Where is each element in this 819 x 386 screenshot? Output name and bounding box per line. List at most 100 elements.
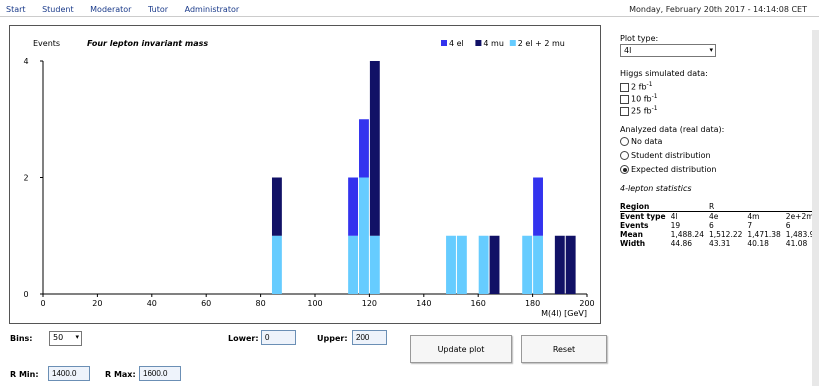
update-plot-button[interactable]: Update plot (410, 335, 512, 363)
nav-tutor[interactable]: Tutor (148, 5, 169, 14)
plot-type-select[interactable]: 4l ▾ (620, 44, 716, 57)
header-divider (0, 16, 819, 17)
nav-start[interactable]: Start (6, 5, 26, 14)
chart-bar (359, 177, 369, 294)
stats-cell: 6 (785, 221, 791, 230)
stats-title: 4-lepton statistics (620, 184, 692, 193)
higgs-option-sup: -1 (651, 93, 658, 100)
chart-bar (271, 235, 282, 294)
chart-bar (522, 235, 533, 294)
higgs-option-2[interactable]: 2 fb-1 (620, 81, 653, 92)
bins-select[interactable]: 50 ▾ (49, 331, 82, 346)
x-tick-label: 200 (579, 299, 594, 308)
stats-cell: 40.18 (747, 239, 769, 248)
stats-cell: 2e+2m (785, 212, 814, 221)
x-tick-label: 140 (416, 299, 431, 308)
stats-cell: Mean (620, 230, 643, 239)
chart-bar (489, 235, 500, 294)
y-axis-label: Events (33, 39, 60, 48)
stats-cell: 7 (747, 221, 753, 230)
x-tick-label: 80 (256, 299, 266, 308)
x-axis-label: M(4l) [GeV] (541, 309, 587, 318)
radio[interactable] (620, 137, 629, 146)
nav-moderator[interactable]: Moderator (90, 5, 132, 14)
stats-cell: Event type (620, 212, 666, 221)
plot-type-label: Plot type: (620, 34, 659, 43)
reset-button[interactable]: Reset (521, 335, 607, 363)
x-tick-label: 160 (471, 299, 486, 308)
radio-selected[interactable] (620, 165, 629, 174)
higgs-option-sup: -1 (651, 105, 658, 112)
legend-swatch (441, 40, 447, 46)
legend-label: 2 el + 2 mu (518, 39, 565, 48)
top-nav: Start Student Moderator Tutor Administra… (6, 5, 253, 14)
checkbox[interactable] (620, 94, 629, 104)
bins-value: 50 (53, 333, 64, 342)
table-row: Events 19 6 7 6 (620, 221, 819, 230)
chart-bar (348, 235, 359, 294)
bins-label: Bins: (10, 334, 33, 343)
chart-bar (359, 119, 369, 178)
right-scroll-edge (812, 30, 819, 386)
y-tick-label: 4 (23, 57, 28, 66)
legend-swatch (509, 40, 516, 46)
higgs-label: Higgs simulated data: (620, 69, 708, 78)
analyzed-option-student[interactable]: Student distribution (620, 151, 711, 160)
analyzed-option-expected[interactable]: Expected distribution (620, 165, 716, 174)
x-tick-label: 0 (40, 299, 45, 308)
lower-input[interactable] (261, 330, 296, 345)
legend-swatch (475, 40, 482, 46)
chart-title: Four lepton invariant mass (87, 39, 208, 48)
x-tick-label: 40 (147, 299, 157, 308)
y-tick-label: 2 (23, 174, 28, 183)
rmin-input[interactable] (48, 366, 90, 381)
table-row: Width 44.86 43.31 40.18 41.08 (620, 239, 819, 248)
stats-table: Region R Event type 4l 4e 4m 2e+2m Event… (620, 202, 819, 248)
nav-administrator[interactable]: Administrator (184, 5, 240, 14)
stats-header-cell (747, 202, 785, 212)
chart-bar (456, 235, 467, 294)
higgs-option-10[interactable]: 10 fb-1 (620, 93, 658, 104)
higgs-option-num: 2 (631, 82, 637, 92)
stats-cell: 1,483.9 (785, 230, 815, 239)
radio-label: Student distribution (631, 151, 711, 160)
checkbox[interactable] (620, 82, 629, 92)
rmin-label: R Min: (10, 370, 39, 379)
chart-bar (533, 177, 543, 236)
higgs-option-25[interactable]: 25 fb-1 (620, 105, 658, 116)
analyzed-option-no-data[interactable]: No data (620, 137, 662, 146)
higgs-option-num: 25 (631, 106, 642, 116)
datetime: Monday, February 20th 2017 - 14:14:08 CE… (629, 5, 807, 14)
checkbox[interactable] (620, 106, 629, 116)
stats-cell: 1,488.24 (670, 230, 704, 239)
table-row: Event type 4l 4e 4m 2e+2m (620, 211, 819, 222)
chart-bar (369, 61, 380, 236)
stats-cell: 4m (747, 212, 760, 221)
plot-type-value: 4l (624, 46, 632, 55)
lower-label: Lower: (228, 334, 259, 343)
chart-bar (348, 177, 359, 236)
stats-cell: Width (620, 239, 646, 248)
x-tick-label: 20 (92, 299, 102, 308)
stats-cell: 43.31 (708, 239, 731, 248)
higgs-option-unit: fb (638, 82, 647, 92)
table-row: Mean 1,488.24 1,512.22 1,471.38 1,483.9 (620, 230, 819, 239)
stats-cell: 41.08 (785, 239, 808, 248)
mass-chart: 0 20 40 60 80 100 120 140 160 180 200 0 2 4 Events Four… (9, 25, 601, 324)
stats-cell: Events (620, 221, 649, 230)
stats-header-cell: Region (620, 202, 650, 211)
nav-student[interactable]: Student (42, 5, 74, 14)
legend-label: 4 el (449, 39, 464, 48)
radio-label: No data (631, 137, 663, 146)
stats-header-cell (671, 202, 709, 212)
legend-label: 4 mu (483, 39, 504, 48)
radio-label: Expected distribution (631, 165, 717, 174)
stats-cell: 6 (708, 221, 714, 230)
radio[interactable] (620, 151, 629, 160)
chart-bar (271, 177, 282, 236)
rmax-input[interactable] (139, 366, 181, 381)
upper-input[interactable] (352, 330, 387, 345)
chart-bar (533, 235, 543, 294)
higgs-option-unit: fb (643, 94, 652, 104)
analyzed-label: Analyzed data (real data): (620, 125, 725, 134)
